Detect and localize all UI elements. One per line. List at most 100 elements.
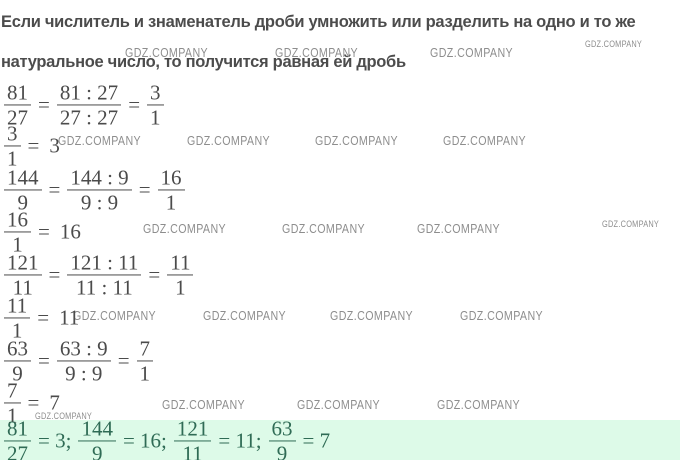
fraction: 11 1 — [167, 251, 194, 300]
fraction-numerator: 7 — [136, 337, 154, 362]
eq-121-11-expanded: 121 11 = 121 : 11 11 : 11 = 11 1 — [2, 251, 195, 300]
fraction-numerator: 63 — [268, 417, 296, 442]
math-token: = 16; — [122, 428, 167, 453]
fraction-numerator: 7 — [4, 379, 21, 404]
fraction-numerator: 63 : 9 — [56, 337, 111, 362]
math-token: 3 — [49, 133, 60, 158]
fraction-denominator: 11 — [182, 441, 203, 460]
watermark-text: GDZ.COMPANY — [162, 397, 246, 412]
fraction: 63 9 — [268, 417, 296, 460]
fraction: 144 9 — [78, 417, 116, 460]
fraction-numerator: 144 : 9 — [67, 166, 132, 191]
fraction-denominator: 27 — [7, 105, 28, 130]
math-token: = 11; — [218, 428, 262, 453]
fraction: 121 : 11 11 : 11 — [67, 251, 142, 300]
watermark-text: GDZ.COMPANY — [437, 397, 521, 412]
watermark-text: GDZ.COMPANY — [430, 45, 514, 60]
watermark-text: GDZ.COMPANY — [125, 45, 209, 60]
math-token: 11 — [59, 305, 80, 330]
fraction-numerator: 144 — [78, 417, 116, 442]
fraction: 11 1 — [4, 294, 31, 342]
fraction-numerator: 16 — [157, 166, 185, 191]
fraction-denominator: 1 — [7, 403, 18, 428]
watermark-text: GDZ.COMPANY — [297, 397, 381, 412]
math-token: = — [48, 177, 61, 202]
fraction: 121 11 — [173, 417, 212, 460]
fraction-denominator: 9 — [276, 441, 288, 460]
fraction-denominator: 9 : 9 — [80, 190, 119, 215]
fraction: 63 9 — [4, 337, 31, 386]
math-token: = 7 — [302, 428, 331, 453]
math-token: = — [38, 92, 50, 117]
fraction-numerator: 11 — [4, 294, 31, 319]
watermark-text: GDZ.COMPANY — [330, 308, 414, 323]
fraction-denominator: 1 — [165, 190, 177, 215]
math-token: = 3; — [38, 428, 72, 453]
math-token: = — [38, 348, 50, 373]
fraction: 81 27 — [4, 417, 31, 460]
fraction: 144 9 — [4, 166, 42, 215]
fraction-denominator: 1 — [139, 361, 151, 386]
watermark-text: GDZ.COMPANY — [143, 221, 227, 236]
eq-16-over-1: 16 1 = 16 — [2, 208, 86, 256]
theorem-line-1: Если числитель и знаменатель дроби умнож… — [1, 13, 636, 31]
fraction-denominator: 27 — [7, 441, 28, 460]
fraction-numerator: 121 — [4, 251, 42, 276]
fraction: 16 1 — [157, 166, 185, 215]
math-token: = — [27, 133, 40, 158]
eq-7-over-1: 7 1 = 7 — [2, 379, 65, 428]
watermark-text: GDZ.COMPANY — [315, 133, 399, 148]
watermark-text: GDZ.COMPANY — [443, 133, 527, 148]
watermark-text: GDZ.COMPANY — [35, 411, 93, 421]
watermark-text: GDZ.COMPANY — [58, 133, 142, 148]
fraction-numerator: 63 — [4, 337, 31, 362]
fraction-numerator: 11 — [167, 251, 194, 276]
fraction: 121 11 — [4, 251, 42, 300]
fraction-numerator: 121 : 11 — [67, 251, 142, 276]
math-token: = — [138, 177, 151, 202]
watermark-text: GDZ.COMPANY — [602, 219, 660, 229]
watermark-text: GDZ.COMPANY — [460, 308, 544, 323]
watermark-text: GDZ.COMPANY — [203, 308, 287, 323]
fraction: 81 : 27 27 : 27 — [56, 81, 122, 129]
fraction-numerator: 3 — [4, 122, 21, 147]
fraction-numerator: 81 — [4, 417, 31, 442]
watermark-text: GDZ.COMPANY — [585, 39, 643, 49]
fraction: 81 27 — [4, 81, 31, 130]
result-highlight-band — [0, 420, 680, 460]
fraction-denominator: 11 : 11 — [75, 275, 133, 300]
math-token: = — [48, 262, 61, 287]
math-token: = — [37, 305, 50, 330]
watermark-text: GDZ.COMPANY — [275, 45, 359, 60]
watermark-text: GDZ.COMPANY — [282, 221, 366, 236]
fraction-denominator: 9 : 9 — [65, 361, 103, 386]
math-token: = — [38, 219, 50, 244]
fraction-numerator: 81 : 27 — [56, 81, 122, 106]
eq-final-answers: 81 27 = 3; 144 9 = 16; 121 11 = 11; 63 9 = 7 — [2, 417, 335, 460]
fraction-denominator: 1 — [7, 146, 18, 171]
eq-3-over-1: 3 1 = 3 — [2, 122, 65, 171]
fraction-denominator: 9 — [12, 361, 23, 386]
watermark-text: GDZ.COMPANY — [417, 221, 501, 236]
watermark-text: GDZ.COMPANY — [187, 133, 271, 148]
fraction-denominator: 9 — [17, 190, 29, 215]
theorem-line-2: натуральное число, то получится равная е… — [1, 53, 406, 71]
fraction-denominator: 1 — [175, 275, 186, 300]
eq-11-over-1: 11 1 = 11 — [2, 294, 84, 342]
fraction: 16 1 — [4, 208, 31, 256]
eq-81-27-expanded: 81 27 = 81 : 27 27 : 27 = 3 1 — [2, 81, 166, 130]
fraction-numerator: 81 — [4, 81, 31, 106]
math-token: = — [27, 390, 40, 415]
math-token: = — [128, 92, 141, 117]
math-token: 16 — [59, 219, 81, 244]
fraction-numerator: 16 — [4, 208, 31, 233]
fraction-denominator: 11 — [12, 275, 33, 300]
